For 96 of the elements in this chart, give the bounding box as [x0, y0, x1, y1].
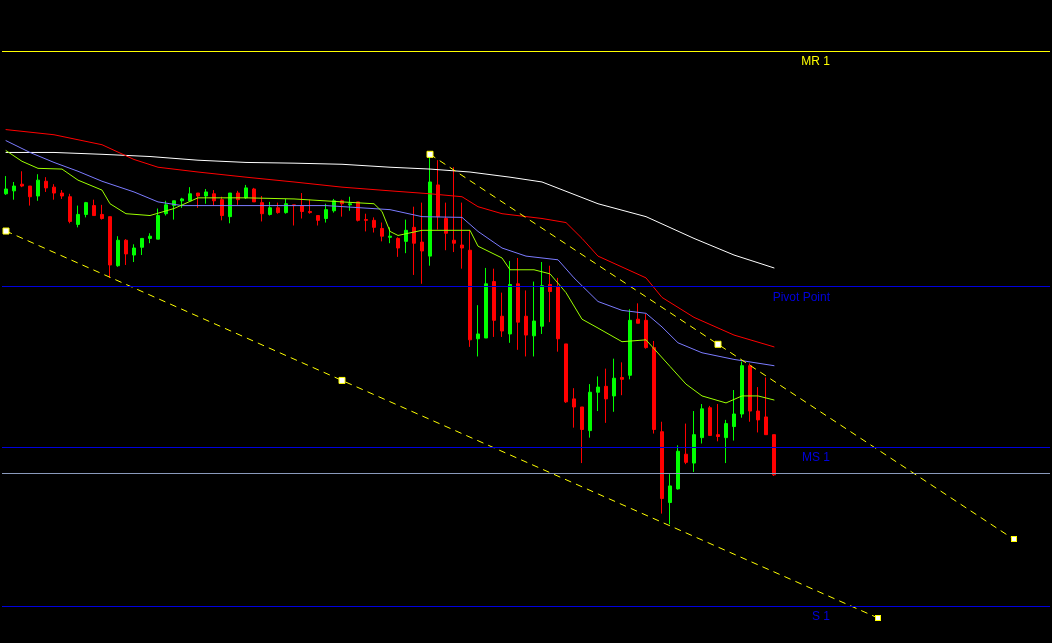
candlestick [732, 389, 736, 442]
candlestick [100, 204, 104, 221]
candlestick [36, 173, 40, 202]
candlestick [364, 213, 368, 232]
candlestick [196, 192, 200, 209]
candlestick [708, 405, 712, 436]
candlestick [772, 434, 776, 477]
candlestick [460, 202, 464, 270]
candlestick [548, 265, 552, 323]
candlestick [4, 175, 8, 196]
candlestick [628, 308, 632, 380]
candlestick [260, 195, 264, 222]
candlestick [484, 267, 488, 339]
candlestick [76, 205, 80, 228]
candlestick [284, 198, 288, 215]
candlestick [108, 216, 112, 279]
candlestick [92, 199, 96, 217]
candlestick [444, 202, 448, 251]
candlestick [12, 181, 16, 201]
candlestick [188, 186, 192, 202]
candlestick [244, 184, 248, 200]
ref-line-label: S 1 [811, 609, 831, 624]
candlestick [580, 406, 584, 464]
candlestick [500, 292, 504, 338]
candlestick [28, 185, 32, 207]
point [714, 340, 722, 348]
candlestick [204, 188, 208, 205]
candlestick [324, 203, 328, 224]
candlestick [436, 159, 440, 231]
candlestick [300, 192, 304, 219]
candlestick [388, 226, 392, 244]
candlestick [532, 281, 536, 357]
candlestick [540, 261, 544, 335]
candlestick [756, 386, 760, 433]
candlestick [268, 201, 272, 217]
candlestick [212, 189, 216, 207]
candlestick [52, 183, 56, 201]
candlestick [492, 268, 496, 338]
candlestick [716, 403, 720, 442]
candlestick [476, 304, 480, 357]
candlestick [148, 232, 152, 244]
candlestick [396, 236, 400, 258]
candlestick [316, 215, 320, 227]
ref-line-label: MS 1 [801, 450, 831, 465]
candlestick [556, 277, 560, 353]
candlestick [724, 419, 728, 464]
candlestick [132, 243, 136, 263]
candlestick [452, 166, 456, 253]
candlestick [308, 199, 312, 215]
candlestick [668, 473, 672, 525]
candlestick [124, 238, 128, 266]
candlestick [660, 421, 664, 515]
candlestick [44, 176, 48, 193]
candlestick [596, 375, 600, 412]
candlestick [636, 302, 640, 324]
candlestick [700, 403, 704, 445]
candlestick [684, 423, 688, 465]
candlestick [140, 237, 144, 256]
point [426, 150, 434, 158]
candlestick [60, 189, 64, 200]
candlestick [468, 229, 472, 348]
candlestick [620, 361, 624, 396]
candlestick [644, 313, 648, 350]
candlestick [764, 376, 768, 436]
candlestick [180, 197, 184, 209]
candlestick [604, 368, 608, 424]
candlestick [676, 444, 680, 491]
candlestick [348, 196, 352, 212]
candlestick [524, 289, 528, 357]
point [338, 376, 346, 384]
candlestick [20, 170, 24, 188]
candlestick [740, 361, 744, 419]
candlestick [380, 222, 384, 242]
candlestick [156, 208, 160, 240]
candlestick [276, 202, 280, 215]
candlestick [68, 193, 72, 224]
candlestick [748, 362, 752, 423]
ref-line-label: Pivot Point [772, 289, 831, 304]
candlestick [692, 410, 696, 473]
candlestick [564, 343, 568, 404]
candlestick [572, 387, 576, 429]
candlestick [116, 235, 120, 268]
point [2, 227, 10, 235]
candlestick [412, 206, 416, 276]
candlestick [508, 260, 512, 344]
candlestick [588, 383, 592, 439]
candlestick [228, 192, 232, 224]
candlestick [84, 201, 88, 218]
candlestick [612, 358, 616, 413]
candlestick [652, 340, 656, 435]
candlestick [404, 219, 408, 254]
candlestick [372, 216, 376, 234]
ref-line-label: MR 1 [801, 54, 831, 69]
candlestick [516, 257, 520, 351]
candlestick [220, 196, 224, 221]
candlestick [420, 202, 424, 285]
